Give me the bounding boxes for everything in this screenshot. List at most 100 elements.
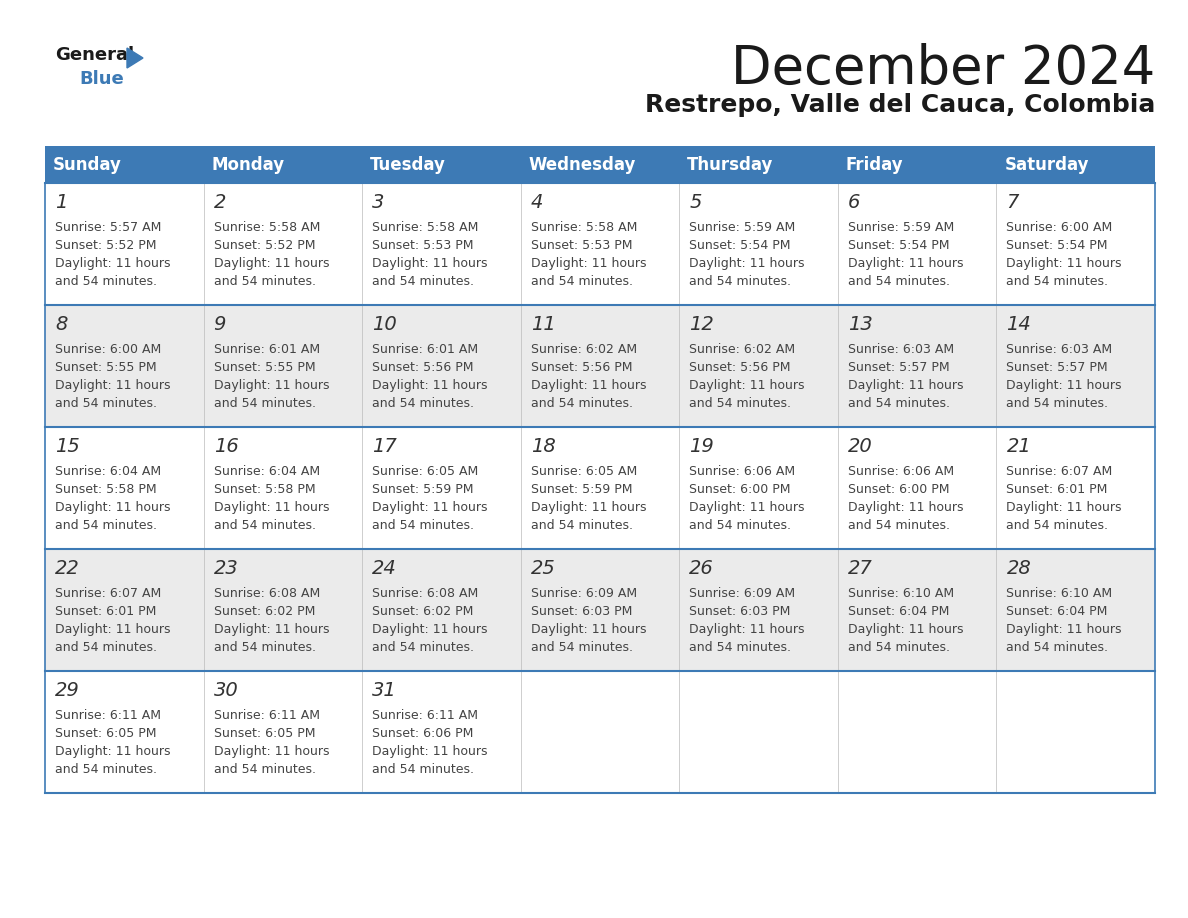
Text: and 54 minutes.: and 54 minutes. [848,275,950,288]
Text: Daylight: 11 hours: Daylight: 11 hours [214,501,329,514]
Text: and 54 minutes.: and 54 minutes. [55,275,157,288]
Text: Sunset: 6:00 PM: Sunset: 6:00 PM [689,483,791,496]
Text: Sunrise: 5:57 AM: Sunrise: 5:57 AM [55,221,162,234]
Text: and 54 minutes.: and 54 minutes. [55,763,157,776]
Text: Sunrise: 5:58 AM: Sunrise: 5:58 AM [531,221,637,234]
Text: 3: 3 [372,193,385,212]
Text: Daylight: 11 hours: Daylight: 11 hours [214,379,329,392]
Text: Daylight: 11 hours: Daylight: 11 hours [531,501,646,514]
Text: and 54 minutes.: and 54 minutes. [531,641,633,654]
Text: Sunset: 5:52 PM: Sunset: 5:52 PM [55,239,157,252]
Text: Sunrise: 6:06 AM: Sunrise: 6:06 AM [848,465,954,478]
Text: 28: 28 [1006,559,1031,578]
Text: 1: 1 [55,193,68,212]
Text: and 54 minutes.: and 54 minutes. [689,641,791,654]
Text: and 54 minutes.: and 54 minutes. [214,397,316,410]
Text: and 54 minutes.: and 54 minutes. [531,397,633,410]
Text: 6: 6 [848,193,860,212]
Text: 22: 22 [55,559,80,578]
Text: Daylight: 11 hours: Daylight: 11 hours [689,623,804,636]
Text: 10: 10 [372,315,397,334]
Text: Sunset: 6:05 PM: Sunset: 6:05 PM [214,727,315,740]
Text: Sunrise: 6:11 AM: Sunrise: 6:11 AM [55,709,162,722]
Text: 26: 26 [689,559,714,578]
Text: Daylight: 11 hours: Daylight: 11 hours [531,623,646,636]
Text: 31: 31 [372,681,397,700]
Text: Daylight: 11 hours: Daylight: 11 hours [1006,501,1121,514]
Text: Daylight: 11 hours: Daylight: 11 hours [214,257,329,270]
Text: and 54 minutes.: and 54 minutes. [531,519,633,532]
Text: Sunset: 5:54 PM: Sunset: 5:54 PM [848,239,949,252]
Text: General: General [55,46,134,64]
Text: Sunrise: 5:59 AM: Sunrise: 5:59 AM [689,221,796,234]
Bar [45,183,1155,305]
Text: Daylight: 11 hours: Daylight: 11 hours [531,379,646,392]
Text: and 54 minutes.: and 54 minutes. [214,641,316,654]
Text: Daylight: 11 hours: Daylight: 11 hours [55,501,171,514]
Text: 5: 5 [689,193,702,212]
Text: Tuesday: Tuesday [371,155,446,174]
Text: Daylight: 11 hours: Daylight: 11 hours [689,501,804,514]
Text: Saturday: Saturday [1004,155,1089,174]
Text: Sunset: 5:54 PM: Sunset: 5:54 PM [1006,239,1108,252]
Text: Sunrise: 6:10 AM: Sunrise: 6:10 AM [848,587,954,600]
Text: Sunrise: 6:02 AM: Sunrise: 6:02 AM [531,343,637,356]
Text: Daylight: 11 hours: Daylight: 11 hours [372,501,487,514]
Text: 21: 21 [1006,437,1031,456]
Text: Sunset: 5:55 PM: Sunset: 5:55 PM [214,361,315,374]
Text: and 54 minutes.: and 54 minutes. [848,641,950,654]
Text: 25: 25 [531,559,556,578]
Text: Daylight: 11 hours: Daylight: 11 hours [55,745,171,758]
Text: December 2024: December 2024 [731,43,1155,95]
Text: Sunrise: 6:00 AM: Sunrise: 6:00 AM [1006,221,1113,234]
Text: Thursday: Thursday [688,155,773,174]
Text: Daylight: 11 hours: Daylight: 11 hours [1006,379,1121,392]
Text: 27: 27 [848,559,873,578]
Text: Daylight: 11 hours: Daylight: 11 hours [1006,257,1121,270]
Text: and 54 minutes.: and 54 minutes. [55,641,157,654]
Text: and 54 minutes.: and 54 minutes. [55,397,157,410]
Text: Sunset: 5:54 PM: Sunset: 5:54 PM [689,239,791,252]
Text: and 54 minutes.: and 54 minutes. [1006,641,1108,654]
Text: and 54 minutes.: and 54 minutes. [214,519,316,532]
Text: 9: 9 [214,315,226,334]
Text: Sunrise: 6:08 AM: Sunrise: 6:08 AM [214,587,320,600]
Text: Daylight: 11 hours: Daylight: 11 hours [214,623,329,636]
Bar [45,671,1155,793]
Text: Sunrise: 6:10 AM: Sunrise: 6:10 AM [1006,587,1112,600]
Text: Daylight: 11 hours: Daylight: 11 hours [1006,623,1121,636]
Text: Sunset: 5:59 PM: Sunset: 5:59 PM [531,483,632,496]
Text: Daylight: 11 hours: Daylight: 11 hours [848,501,963,514]
Text: Sunset: 5:56 PM: Sunset: 5:56 PM [372,361,474,374]
Text: Sunset: 6:02 PM: Sunset: 6:02 PM [214,605,315,618]
Text: Sunrise: 6:05 AM: Sunrise: 6:05 AM [531,465,637,478]
Text: Daylight: 11 hours: Daylight: 11 hours [372,623,487,636]
Text: and 54 minutes.: and 54 minutes. [372,275,474,288]
Text: Sunrise: 6:09 AM: Sunrise: 6:09 AM [531,587,637,600]
Text: and 54 minutes.: and 54 minutes. [55,519,157,532]
Text: Sunset: 6:06 PM: Sunset: 6:06 PM [372,727,474,740]
Text: Sunset: 5:59 PM: Sunset: 5:59 PM [372,483,474,496]
Text: 16: 16 [214,437,239,456]
Text: 30: 30 [214,681,239,700]
Text: Sunrise: 6:01 AM: Sunrise: 6:01 AM [214,343,320,356]
Text: Sunrise: 5:58 AM: Sunrise: 5:58 AM [214,221,320,234]
Text: and 54 minutes.: and 54 minutes. [372,763,474,776]
Text: Monday: Monday [211,155,285,174]
Text: and 54 minutes.: and 54 minutes. [1006,397,1108,410]
Text: Sunset: 6:05 PM: Sunset: 6:05 PM [55,727,157,740]
Text: Sunrise: 6:01 AM: Sunrise: 6:01 AM [372,343,479,356]
Text: Daylight: 11 hours: Daylight: 11 hours [55,623,171,636]
Text: and 54 minutes.: and 54 minutes. [1006,275,1108,288]
Text: Sunrise: 6:11 AM: Sunrise: 6:11 AM [214,709,320,722]
Text: Sunset: 6:04 PM: Sunset: 6:04 PM [1006,605,1107,618]
Text: Sunset: 5:58 PM: Sunset: 5:58 PM [214,483,315,496]
Text: 13: 13 [848,315,873,334]
Text: and 54 minutes.: and 54 minutes. [214,763,316,776]
Text: 29: 29 [55,681,80,700]
Text: Sunrise: 5:58 AM: Sunrise: 5:58 AM [372,221,479,234]
Text: and 54 minutes.: and 54 minutes. [848,519,950,532]
Text: 15: 15 [55,437,80,456]
Text: Daylight: 11 hours: Daylight: 11 hours [531,257,646,270]
Bar [45,146,1155,183]
